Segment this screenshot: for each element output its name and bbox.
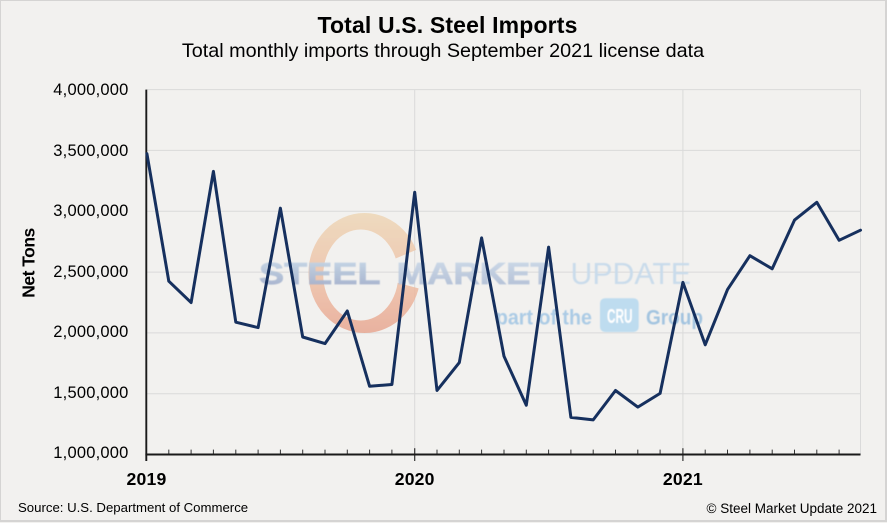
svg-text:part of the: part of the <box>496 307 592 330</box>
svg-text:UPDATE: UPDATE <box>571 256 692 291</box>
svg-text:CRU: CRU <box>607 305 633 328</box>
svg-text:STEEL: STEEL <box>259 256 381 291</box>
